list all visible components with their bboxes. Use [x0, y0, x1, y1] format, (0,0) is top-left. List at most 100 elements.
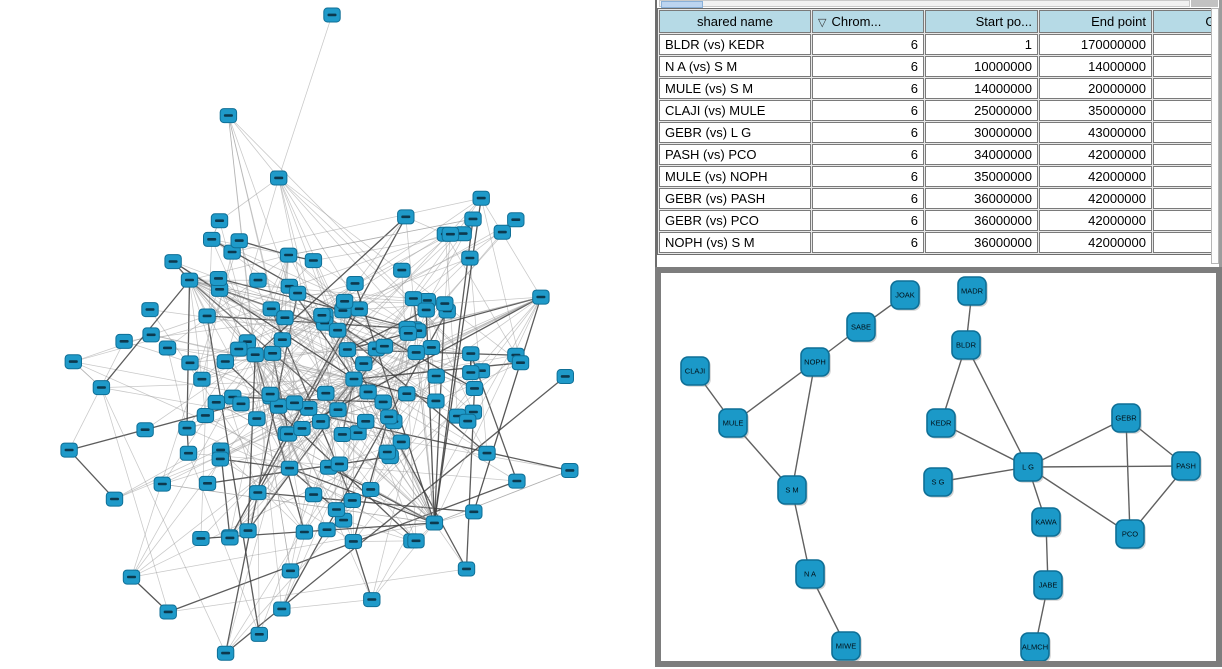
network-node[interactable]	[198, 475, 217, 491]
network-edge[interactable]	[189, 254, 289, 281]
network-edge[interactable]	[353, 296, 542, 380]
network-node[interactable]	[304, 487, 323, 503]
network-edge[interactable]	[167, 254, 289, 349]
network-edge[interactable]	[247, 354, 256, 531]
network-edge[interactable]	[68, 449, 115, 500]
network-edge[interactable]	[343, 519, 413, 542]
table-cell[interactable]: PASH (vs) PCO	[659, 144, 811, 165]
network-edge-s-g-l-g[interactable]	[937, 466, 1029, 483]
network-node[interactable]	[249, 272, 267, 288]
network-node[interactable]	[359, 384, 377, 400]
table-row[interactable]: GEBR (vs) PCO636000000420000008.4	[659, 210, 1222, 231]
table-cell[interactable]: 25000000	[925, 100, 1038, 121]
network-node[interactable]	[262, 301, 280, 317]
table-cell[interactable]: 192.0	[1153, 34, 1222, 55]
network-node[interactable]	[312, 414, 330, 429]
network-edge[interactable]	[401, 270, 417, 541]
network-edge[interactable]	[434, 470, 570, 524]
network-node[interactable]	[179, 445, 198, 461]
network-edge[interactable]	[101, 387, 226, 654]
network-node[interactable]	[398, 386, 416, 402]
network-node-noph[interactable]: NOPH	[800, 347, 831, 378]
detail-network-canvas[interactable]: JOAK MADR SABE BLDR NOPH CLAJI KEDR GEBR MULE L G…	[661, 273, 1216, 663]
table-cell[interactable]: 42000000	[1039, 144, 1152, 165]
network-node[interactable]	[263, 345, 282, 361]
network-edge[interactable]	[445, 234, 458, 417]
network-edge[interactable]	[229, 219, 517, 539]
network-node[interactable]	[261, 386, 279, 402]
network-node[interactable]	[181, 355, 199, 371]
network-edge[interactable]	[68, 341, 125, 451]
network-edge[interactable]	[254, 354, 295, 404]
table-cell[interactable]: GEBR (vs) PASH	[659, 188, 811, 209]
network-edge[interactable]	[285, 330, 338, 434]
table-cell[interactable]: 11.4	[1153, 144, 1222, 165]
network-node[interactable]	[193, 371, 211, 387]
network-edge[interactable]	[247, 254, 289, 342]
network-node[interactable]	[478, 445, 496, 461]
network-edge[interactable]	[367, 231, 503, 393]
table-cell[interactable]: 6	[812, 78, 924, 99]
network-node[interactable]	[239, 523, 257, 539]
network-node[interactable]	[323, 7, 341, 23]
horizontal-scrollbar-thumb[interactable]	[661, 1, 703, 8]
network-node[interactable]	[60, 442, 78, 458]
network-edge-l-g-gebr[interactable]	[1027, 417, 1127, 468]
network-node[interactable]	[465, 381, 484, 396]
network-node[interactable]	[427, 393, 445, 409]
network-node[interactable]	[285, 395, 304, 411]
network-node[interactable]	[219, 108, 238, 124]
network-edge[interactable]	[232, 396, 384, 403]
network-edge[interactable]	[281, 599, 372, 610]
network-edge[interactable]	[414, 296, 541, 330]
network-node[interactable]	[209, 271, 228, 286]
network-node[interactable]	[441, 226, 460, 242]
network-node[interactable]	[216, 645, 235, 661]
sort-filter-icon[interactable]: ▽	[818, 17, 827, 29]
table-cell[interactable]: NOPH (vs) S M	[659, 232, 811, 253]
network-node[interactable]	[511, 355, 530, 371]
network-edge-l-g-pco[interactable]	[1027, 466, 1131, 535]
network-node[interactable]	[141, 302, 159, 318]
network-node[interactable]	[273, 601, 291, 617]
network-node[interactable]	[273, 332, 292, 348]
network-node[interactable]	[422, 340, 441, 355]
network-edge[interactable]	[352, 541, 373, 600]
network-edge[interactable]	[480, 198, 521, 363]
network-node[interactable]	[250, 626, 268, 642]
table-cell[interactable]: 42000000	[1039, 188, 1152, 209]
network-edge[interactable]	[151, 334, 436, 402]
network-edge[interactable]	[101, 378, 355, 388]
network-node-bldr[interactable]: BLDR	[951, 330, 982, 361]
network-node[interactable]	[142, 327, 160, 343]
network-edge[interactable]	[480, 198, 542, 298]
network-node[interactable]	[293, 421, 311, 436]
network-node[interactable]	[393, 262, 411, 278]
network-node[interactable]	[404, 291, 423, 307]
column-header-end-point[interactable]: End point	[1039, 10, 1152, 33]
network-node[interactable]	[300, 400, 318, 416]
table-cell[interactable]: GEBR (vs) L G	[659, 122, 811, 143]
network-edge[interactable]	[225, 296, 542, 654]
network-edge[interactable]	[444, 234, 451, 304]
network-node[interactable]	[333, 427, 352, 442]
network-node[interactable]	[532, 289, 550, 305]
table-row[interactable]: NOPH (vs) S M636000000420000009.9	[659, 232, 1222, 253]
table-cell[interactable]: 5.9	[1153, 100, 1222, 121]
table-cell[interactable]: 42000000	[1039, 210, 1152, 231]
table-cell[interactable]: 30000000	[925, 122, 1038, 143]
network-node[interactable]	[317, 385, 335, 401]
network-node[interactable]	[350, 301, 368, 317]
table-cell[interactable]: 34000000	[925, 144, 1038, 165]
network-node[interactable]	[164, 254, 182, 270]
table-cell[interactable]: 6	[812, 210, 924, 231]
network-node[interactable]	[159, 604, 177, 620]
network-edge[interactable]	[168, 568, 467, 613]
network-node[interactable]	[392, 434, 410, 450]
table-cell[interactable]: 6	[812, 166, 924, 187]
network-node-pash[interactable]: PASH	[1171, 451, 1202, 482]
network-node[interactable]	[230, 233, 248, 249]
network-node[interactable]	[425, 515, 444, 531]
network-edge[interactable]	[232, 197, 482, 253]
network-edge[interactable]	[189, 279, 437, 402]
